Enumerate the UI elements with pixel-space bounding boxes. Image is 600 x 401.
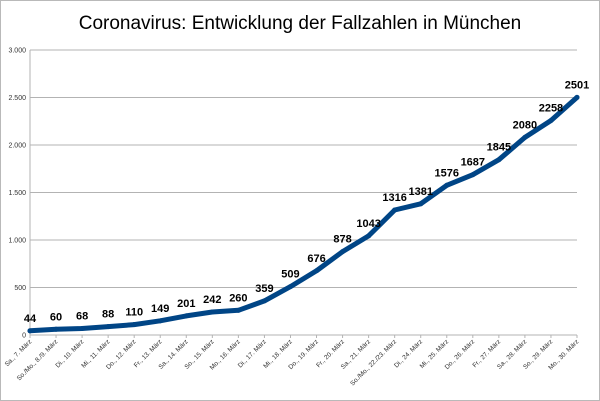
data-point [366, 233, 372, 239]
data-label: 1845 [487, 142, 511, 154]
data-label: 260 [229, 292, 247, 304]
data-point [261, 298, 267, 304]
y-tick-label: 3.000 [8, 48, 26, 55]
y-tick-label: 2.000 [8, 143, 26, 150]
data-point [105, 324, 111, 330]
data-label: 110 [125, 307, 143, 319]
data-point [418, 201, 424, 207]
data-label: 2080 [513, 119, 537, 131]
data-label: 1381 [408, 186, 432, 198]
data-point [470, 172, 476, 178]
data-point [131, 322, 137, 328]
data-label: 2258 [539, 102, 563, 114]
data-label: 242 [203, 294, 221, 306]
data-label: 88 [102, 309, 114, 321]
data-label: 878 [333, 234, 351, 246]
data-label: 1043 [356, 218, 380, 230]
series-layer [27, 94, 580, 334]
data-label: 201 [177, 298, 195, 310]
data-point [287, 284, 293, 290]
data-point [522, 134, 528, 140]
data-label: 149 [151, 303, 169, 315]
series-line [27, 94, 580, 334]
data-label: 1576 [435, 167, 459, 179]
data-label: 509 [281, 269, 299, 281]
y-tick-label: 0 [22, 333, 26, 340]
data-label: 68 [76, 311, 88, 323]
data-label: 676 [307, 253, 325, 265]
y-tick-label: 500 [14, 285, 26, 292]
data-label: 1316 [382, 192, 406, 204]
y-tick-label: 1.500 [8, 190, 26, 197]
y-tick-label: 2.500 [8, 95, 26, 102]
chart-title: Coronavirus: Entwicklung der Fallzahlen … [78, 13, 522, 34]
data-label: 44 [24, 313, 37, 325]
data-point [340, 249, 346, 255]
grid-lines [30, 49, 577, 336]
y-axis-ticks: 0 500 1.000 1.500 2.000 2.500 3.000 [8, 48, 26, 340]
data-label: 359 [255, 283, 273, 295]
data-point [392, 207, 398, 213]
data-point [183, 313, 189, 319]
data-labels: 44 60 68 88 110 149 201 242 260 359 509 676 878 1043 1… [24, 79, 589, 324]
data-point [157, 318, 163, 324]
data-point [235, 307, 241, 313]
data-point [79, 326, 85, 332]
y-tick-label: 1.000 [8, 238, 26, 245]
data-point [444, 182, 450, 188]
data-point [574, 94, 580, 100]
data-point [209, 309, 215, 315]
data-point [496, 157, 502, 163]
x-tick-label: So./Mo., 22./23. März [349, 338, 398, 387]
data-label: 60 [50, 311, 62, 323]
data-point [314, 268, 320, 274]
data-point [53, 326, 59, 332]
data-point [548, 117, 554, 123]
data-label: 2501 [565, 79, 589, 91]
data-label: 1687 [461, 157, 485, 169]
axes [29, 50, 577, 336]
data-point [27, 328, 33, 334]
